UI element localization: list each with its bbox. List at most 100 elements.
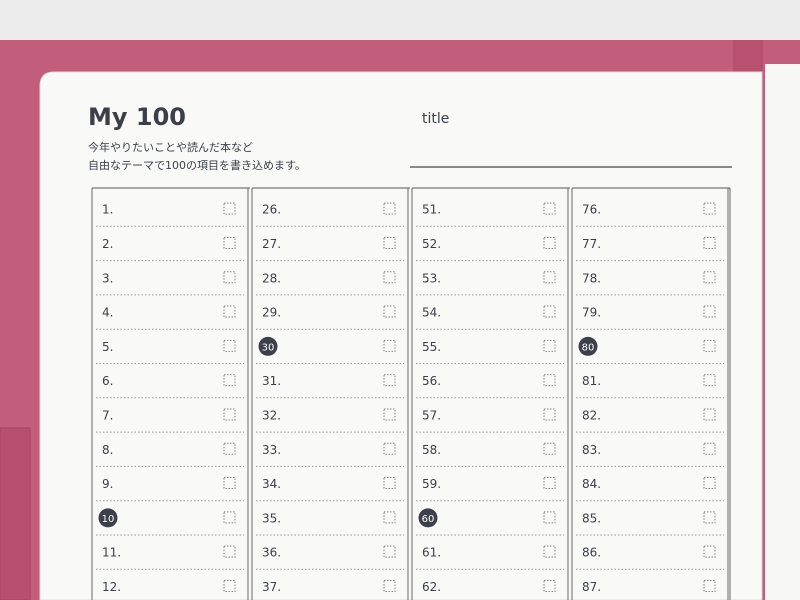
checkbox: [383, 271, 396, 284]
item-number: 78.: [582, 271, 601, 285]
item-number: 83.: [582, 443, 601, 457]
milestone-badge: [578, 336, 598, 356]
page: [39, 71, 763, 600]
item-number: 56.: [422, 374, 441, 388]
item-number: 10: [102, 514, 115, 525]
list-grid: 1. 2. 3. 4. 5. 6. 7. 8. 9. 10 11. 12. 26. 27. 28. 29. 30…: [91, 187, 731, 600]
checkbox: [703, 305, 716, 318]
item-number: 60: [422, 514, 435, 525]
item-number: 35.: [262, 511, 281, 525]
item-number: 77.: [582, 237, 601, 251]
checkbox: [703, 408, 716, 421]
checkbox: [703, 374, 716, 387]
checkbox: [223, 408, 236, 421]
item-number: 32.: [262, 408, 281, 422]
checkbox: [543, 579, 556, 592]
item-number: 51.: [422, 203, 441, 217]
checkbox: [703, 545, 716, 558]
pen-loop: [0, 427, 31, 600]
checkbox: [543, 408, 556, 421]
item-number: 53.: [422, 271, 441, 285]
checkbox: [223, 202, 236, 215]
checkbox: [703, 236, 716, 249]
right-page: [765, 64, 800, 600]
item-number: 2.: [102, 237, 113, 251]
item-number: 27.: [262, 237, 281, 251]
checkbox: [223, 545, 236, 558]
item-number: 30: [262, 342, 275, 353]
checkbox: [543, 271, 556, 284]
item-number: 52.: [422, 237, 441, 251]
item-number: 79.: [582, 306, 601, 320]
item-number: 61.: [422, 546, 441, 560]
checkbox: [703, 271, 716, 284]
checkbox: [383, 477, 396, 490]
checkbox: [383, 511, 396, 524]
checkbox: [703, 202, 716, 215]
checkbox: [703, 477, 716, 490]
item-number: 8.: [102, 443, 113, 457]
checkbox: [543, 202, 556, 215]
description: 自由なテーマで100の項目を書き込めます。: [88, 158, 306, 172]
item-number: 36.: [262, 546, 281, 560]
item-number: 33.: [262, 443, 281, 457]
item-number: 84.: [582, 477, 601, 491]
item-number: 76.: [582, 203, 601, 217]
item-number: 59.: [422, 477, 441, 491]
milestone-badge: [258, 336, 278, 356]
checkbox: [223, 339, 236, 352]
item-number: 9.: [102, 477, 113, 491]
checkbox: [543, 374, 556, 387]
item-number: 7.: [102, 408, 113, 422]
checkbox: [383, 236, 396, 249]
title-field-label: title: [422, 111, 449, 127]
checkbox: [543, 442, 556, 455]
item-number: 87.: [582, 580, 601, 594]
item-number: 86.: [582, 546, 601, 560]
checkbox: [223, 442, 236, 455]
checkbox: [703, 511, 716, 524]
item-number: 6.: [102, 374, 113, 388]
item-number: 34.: [262, 477, 281, 491]
checkbox: [223, 511, 236, 524]
checkbox: [543, 545, 556, 558]
item-number: 82.: [582, 408, 601, 422]
checkbox: [383, 305, 396, 318]
checkbox: [223, 477, 236, 490]
item-number: 37.: [262, 580, 281, 594]
milestone-badge: [418, 508, 438, 528]
checkbox: [383, 579, 396, 592]
checkbox: [223, 271, 236, 284]
checkbox: [383, 339, 396, 352]
item-number: 3.: [102, 271, 113, 285]
checkbox: [223, 305, 236, 318]
item-number: 85.: [582, 511, 601, 525]
checkbox: [543, 236, 556, 249]
checkbox: [223, 236, 236, 249]
checkbox: [543, 477, 556, 490]
item-number: 58.: [422, 443, 441, 457]
item-number: 62.: [422, 580, 441, 594]
item-number: 54.: [422, 306, 441, 320]
item-number: 12.: [102, 580, 121, 594]
checkbox: [543, 305, 556, 318]
item-number: 57.: [422, 408, 441, 422]
item-number: 31.: [262, 374, 281, 388]
checkbox: [543, 511, 556, 524]
checkbox: [383, 442, 396, 455]
checkbox: [703, 442, 716, 455]
checkbox: [383, 545, 396, 558]
item-number: 28.: [262, 271, 281, 285]
item-number: 55.: [422, 340, 441, 354]
item-number: 4.: [102, 306, 113, 320]
description: 今年やりたいことや読んだ本など: [88, 140, 253, 154]
checkbox: [703, 579, 716, 592]
item-number: 1.: [102, 203, 113, 217]
item-number: 11.: [102, 546, 121, 560]
page-title: My 100: [88, 103, 186, 131]
checkbox: [543, 339, 556, 352]
checkbox: [383, 374, 396, 387]
checkbox: [383, 408, 396, 421]
checkbox: [223, 374, 236, 387]
